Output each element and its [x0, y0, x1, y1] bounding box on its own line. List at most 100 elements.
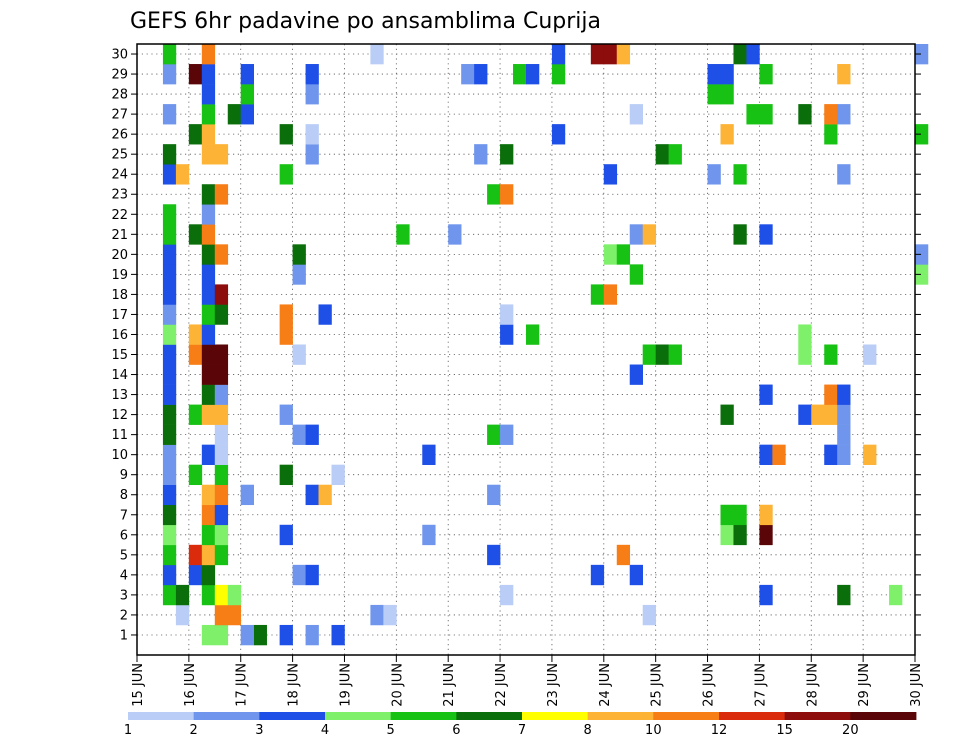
chart-title: GEFS 6hr padavine po ansamblima Cuprija [130, 9, 601, 34]
heatmap-cell [863, 444, 877, 465]
heatmap-cell [500, 144, 514, 165]
heatmap-cell [188, 564, 203, 586]
heatmap-cell [201, 284, 216, 305]
heatmap-cell [603, 284, 618, 305]
heatmap-cell [279, 524, 293, 546]
heatmap-cell [162, 524, 177, 546]
heatmap-cell [188, 64, 203, 85]
colorbar-swatch [325, 712, 392, 720]
heatmap-cell [629, 104, 643, 125]
y-tick-label: 17 [111, 308, 128, 323]
x-axis-ticks: 15 JUN 16 JUN 17 JUN 18 JUN 19 JUN 20 JUN 21 J… [131, 655, 924, 707]
heatmap-cell [162, 504, 177, 526]
heatmap-cell [551, 124, 566, 145]
heatmap-cell [837, 104, 851, 125]
heatmap-cell [214, 624, 229, 646]
y-tick-label: 26 [111, 128, 128, 143]
heatmap-cell [590, 564, 605, 586]
colorbar-label: 6 [452, 723, 460, 738]
heatmap-cell [201, 564, 216, 586]
x-tick-label: 30 JUN [909, 663, 924, 707]
colorbar-label: 8 [584, 723, 592, 738]
heatmap-cell [824, 444, 838, 465]
heatmap-cell [162, 484, 177, 506]
colorbar-swatch [128, 712, 195, 720]
heatmap-cell [642, 604, 656, 626]
heatmap-cell [668, 344, 682, 365]
heatmap-cell [305, 564, 319, 586]
heatmap-cell [551, 64, 566, 85]
heatmap-cell [201, 264, 216, 285]
heatmap-cell [162, 164, 177, 185]
colorbar-swatch [719, 712, 786, 720]
plot-frame [136, 43, 916, 656]
colorbar-label: 2 [190, 723, 198, 738]
heatmap-cell [500, 304, 514, 325]
heatmap-cell [214, 584, 229, 606]
heatmap-cell [162, 404, 177, 425]
heatmap-cell [162, 384, 177, 405]
heatmap-cell [590, 284, 605, 305]
heatmap-cell [642, 224, 656, 245]
x-tick-label: 18 JUN [287, 663, 302, 707]
colorbar-label: 12 [711, 723, 728, 738]
heatmap-cell [201, 44, 216, 65]
colorbar-swatch [390, 712, 457, 720]
heatmap-cell [370, 604, 384, 626]
heatmap-cell [837, 164, 851, 185]
x-tick-label: 29 JUN [857, 663, 872, 707]
heatmap-cell [201, 544, 216, 566]
y-tick-label: 4 [120, 568, 128, 583]
x-tick-label: 17 JUN [235, 663, 250, 707]
heatmap-cell [292, 244, 306, 265]
y-tick-label: 27 [111, 108, 128, 123]
heatmap-cell [603, 164, 618, 185]
y-tick-label: 7 [120, 508, 128, 523]
x-tick-label: 24 JUN [598, 663, 613, 707]
heatmap-cell [214, 184, 229, 205]
heatmap-cell [629, 364, 643, 385]
y-tick-label: 30 [111, 48, 128, 63]
heatmap-cell [759, 384, 773, 405]
heatmap-cell [707, 164, 721, 185]
heatmap-cell [811, 404, 825, 425]
heatmap-cell [318, 304, 332, 325]
colorbar-swatch [456, 712, 523, 720]
heatmap-cell [837, 404, 851, 425]
x-tick-label: 26 JUN [702, 663, 717, 707]
heatmap-cell [837, 424, 851, 445]
y-tick-label: 18 [111, 288, 128, 303]
colorbar-swatch [193, 712, 260, 720]
y-tick-label: 13 [111, 388, 128, 403]
heatmap-cell [837, 584, 851, 606]
heatmap-cell [201, 224, 216, 245]
heatmap-cell [162, 364, 177, 385]
y-tick-label: 24 [111, 168, 128, 183]
heatmap-cell [331, 624, 345, 646]
colorbar-label: 7 [518, 723, 526, 738]
colorbar-swatch [259, 712, 326, 720]
x-tick-label: 19 JUN [338, 663, 353, 707]
colorbar-label: 10 [645, 723, 662, 738]
heatmap-cell [500, 184, 514, 205]
heatmap-cell [305, 144, 319, 165]
heatmap-cell [214, 344, 229, 365]
heatmap-cell [720, 64, 734, 85]
heatmap-cell [487, 544, 501, 566]
colorbar-swatch [522, 712, 589, 720]
heatmap-cell [162, 204, 177, 225]
heatmap-cell [214, 444, 229, 465]
heatmap-cell [629, 264, 643, 285]
heatmap-cell [370, 44, 384, 65]
y-tick-label: 28 [111, 88, 128, 103]
heatmap-cell [733, 224, 747, 245]
heatmap-cell [772, 444, 786, 465]
heatmap-cell [162, 104, 177, 125]
heatmap-cell [759, 584, 773, 606]
heatmap-cell [188, 344, 203, 365]
heatmap-cell [616, 244, 631, 265]
heatmap-cell [526, 324, 540, 345]
heatmap-cell [214, 144, 229, 165]
heatmap-cell [590, 44, 605, 65]
heatmap-cell [214, 604, 229, 626]
